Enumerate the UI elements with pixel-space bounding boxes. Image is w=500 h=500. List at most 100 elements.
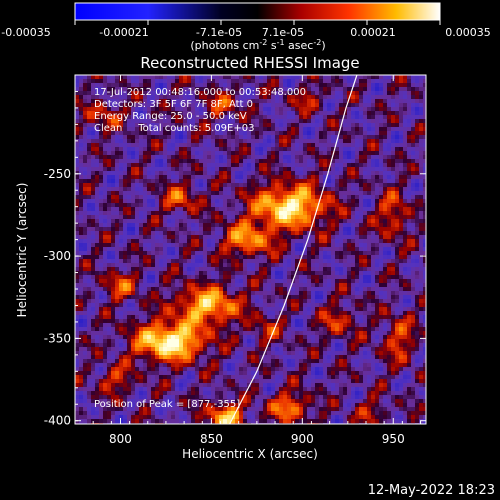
heatmap-cell xyxy=(75,239,80,244)
heatmap-cell xyxy=(387,191,392,196)
heatmap-cell xyxy=(375,143,380,148)
heatmap-cell xyxy=(411,91,416,96)
heatmap-cell xyxy=(307,219,312,224)
heatmap-cell xyxy=(347,211,352,216)
heatmap-cell xyxy=(131,187,136,192)
heatmap-cell xyxy=(211,95,216,100)
heatmap-cell xyxy=(243,127,248,132)
heatmap-cell xyxy=(375,183,380,188)
heatmap-cell xyxy=(155,187,160,192)
heatmap-cell xyxy=(91,79,96,84)
heatmap-cell xyxy=(87,159,92,164)
heatmap-cell xyxy=(399,267,404,272)
heatmap-cell xyxy=(159,147,164,152)
heatmap-cell xyxy=(187,195,192,200)
heatmap-cell xyxy=(103,195,108,200)
heatmap-cell xyxy=(287,183,292,188)
heatmap-cell xyxy=(311,191,316,196)
heatmap-cell xyxy=(135,171,140,176)
heatmap-cell xyxy=(403,239,408,244)
heatmap-cell xyxy=(259,115,264,120)
heatmap-cell xyxy=(155,231,160,236)
heatmap-cell xyxy=(375,231,380,236)
heatmap-cell xyxy=(83,203,88,208)
heatmap-cell xyxy=(271,103,276,108)
heatmap-cell xyxy=(127,111,132,116)
heatmap-cell xyxy=(99,223,104,228)
heatmap-cell xyxy=(191,139,196,144)
heatmap-cell xyxy=(379,243,384,248)
heatmap-cell xyxy=(251,91,256,96)
heatmap-cell xyxy=(367,227,372,232)
heatmap-cell xyxy=(291,147,296,152)
colorbar-tick-label: -0.00035 xyxy=(1,26,50,39)
heatmap-cell xyxy=(215,171,220,176)
heatmap-cell xyxy=(175,219,180,224)
heatmap-cell xyxy=(247,107,252,112)
heatmap-cell xyxy=(95,219,100,224)
heatmap-cell xyxy=(167,155,172,160)
heatmap-cell xyxy=(199,287,204,292)
heatmap-cell xyxy=(407,111,412,116)
heatmap-cell xyxy=(191,271,196,276)
heatmap-cell xyxy=(79,251,84,256)
heatmap-cell xyxy=(95,115,100,120)
heatmap-cell xyxy=(335,135,340,140)
heatmap-cell xyxy=(367,219,372,224)
heatmap-cell xyxy=(99,187,104,192)
heatmap-cell xyxy=(295,275,300,280)
heatmap-cell xyxy=(395,247,400,252)
heatmap-cell xyxy=(339,235,344,240)
heatmap-cell xyxy=(311,227,316,232)
heatmap-cell xyxy=(339,75,344,80)
heatmap-cell xyxy=(223,195,228,200)
heatmap-cell xyxy=(183,75,188,80)
heatmap-cell xyxy=(75,83,80,88)
heatmap-cell xyxy=(299,295,304,300)
heatmap-cell xyxy=(215,147,220,152)
heatmap-cell xyxy=(131,255,136,260)
heatmap-cell xyxy=(363,139,368,144)
heatmap-cell xyxy=(203,295,208,300)
heatmap-cell xyxy=(167,99,172,104)
heatmap-cell xyxy=(123,299,128,304)
heatmap-cell xyxy=(115,87,120,92)
heatmap-cell xyxy=(399,107,404,112)
heatmap-cell xyxy=(383,247,388,252)
heatmap-cell xyxy=(407,147,412,152)
heatmap-cell xyxy=(271,119,276,124)
heatmap-cell xyxy=(115,131,120,136)
heatmap-cell xyxy=(251,155,256,160)
heatmap-cell xyxy=(275,131,280,136)
heatmap-cell xyxy=(139,299,144,304)
heatmap-cell xyxy=(127,227,132,232)
heatmap-cell xyxy=(147,99,152,104)
heatmap-cell xyxy=(347,163,352,168)
heatmap-cell xyxy=(131,131,136,136)
heatmap-cell xyxy=(167,163,172,168)
heatmap-cell xyxy=(255,119,260,124)
heatmap-cell xyxy=(183,163,188,168)
heatmap-cell xyxy=(263,95,268,100)
heatmap-cell xyxy=(167,283,172,288)
heatmap-cell xyxy=(291,155,296,160)
heatmap-cell xyxy=(231,127,236,132)
heatmap-cell xyxy=(359,107,364,112)
heatmap-cell xyxy=(303,263,308,268)
heatmap-cell xyxy=(187,179,192,184)
heatmap-cell xyxy=(135,251,140,256)
heatmap-cell xyxy=(291,131,296,136)
heatmap-cell xyxy=(383,287,388,292)
heatmap-cell xyxy=(123,283,128,288)
heatmap-cell xyxy=(287,99,292,104)
heatmap-cell xyxy=(155,179,160,184)
heatmap-cell xyxy=(239,223,244,228)
heatmap-cell xyxy=(255,123,260,128)
heatmap-cell xyxy=(151,75,156,80)
heatmap-cell xyxy=(115,159,120,164)
heatmap-cell xyxy=(399,75,404,80)
heatmap-cell xyxy=(355,291,360,296)
heatmap-cell xyxy=(335,143,340,148)
heatmap-cell xyxy=(331,167,336,172)
